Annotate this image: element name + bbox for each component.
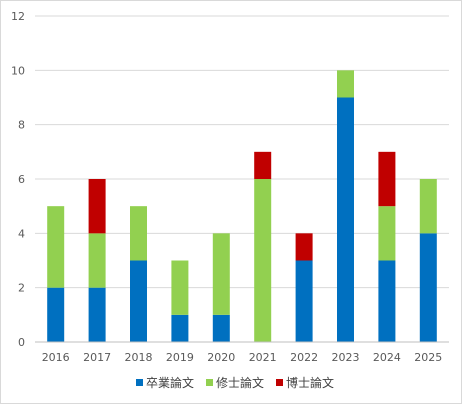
bar-segment bbox=[130, 206, 147, 261]
bar-segment bbox=[337, 97, 354, 342]
legend-label: 修士論文 bbox=[216, 375, 264, 390]
y-axis-ticks: 0 2 4 6 8 10 12 bbox=[11, 10, 25, 349]
x-tick-label: 2016 bbox=[42, 351, 70, 364]
legend-label: 博士論文 bbox=[286, 375, 334, 390]
bar-segment bbox=[130, 260, 147, 342]
y-tick-label: 12 bbox=[11, 10, 25, 23]
y-tick-label: 10 bbox=[11, 64, 25, 77]
bar-segment bbox=[254, 151, 272, 179]
x-axis-ticks: 2016 2017 2018 2019 2020 2021 2022 2023 2024 2025 bbox=[42, 351, 443, 364]
legend-swatch bbox=[136, 379, 143, 386]
bar-segment bbox=[47, 287, 65, 342]
x-tick-label: 2023 bbox=[332, 351, 360, 364]
legend-label: 卒業論文 bbox=[146, 375, 194, 390]
legend-swatch bbox=[206, 379, 213, 386]
bar-segment bbox=[419, 179, 437, 234]
bar-segment bbox=[88, 287, 106, 342]
x-tick-label: 2020 bbox=[207, 351, 235, 364]
bar-segment bbox=[378, 206, 396, 261]
bar-segment bbox=[419, 233, 437, 342]
x-tick-label: 2022 bbox=[290, 351, 318, 364]
bar-segment bbox=[254, 179, 272, 342]
x-tick-label: 2025 bbox=[414, 351, 442, 364]
bar-segment bbox=[47, 206, 65, 288]
bar-segment bbox=[337, 70, 354, 98]
bar-segment bbox=[88, 179, 106, 234]
x-tick-label: 2021 bbox=[249, 351, 277, 364]
y-tick-label: 0 bbox=[18, 336, 25, 349]
x-tick-label: 2019 bbox=[166, 351, 194, 364]
bar-segment bbox=[88, 233, 106, 288]
bar-segment bbox=[171, 314, 189, 342]
x-tick-label: 2024 bbox=[373, 351, 401, 364]
bar-segment bbox=[378, 151, 396, 207]
bar-segment bbox=[171, 260, 189, 315]
y-tick-label: 6 bbox=[18, 173, 25, 186]
legend: 卒業論文 修士論文 博士論文 bbox=[136, 375, 334, 390]
x-tick-label: 2018 bbox=[125, 351, 153, 364]
y-tick-label: 4 bbox=[18, 227, 25, 240]
bar-segment bbox=[212, 233, 230, 315]
x-tick-label: 2017 bbox=[83, 351, 111, 364]
bar-segment bbox=[378, 260, 396, 342]
bars bbox=[47, 70, 437, 342]
bar-segment bbox=[295, 260, 313, 342]
legend-swatch bbox=[276, 379, 283, 386]
y-tick-label: 2 bbox=[18, 282, 25, 295]
y-tick-label: 8 bbox=[18, 119, 25, 132]
bar-segment bbox=[212, 314, 230, 342]
bar-segment bbox=[295, 233, 313, 261]
